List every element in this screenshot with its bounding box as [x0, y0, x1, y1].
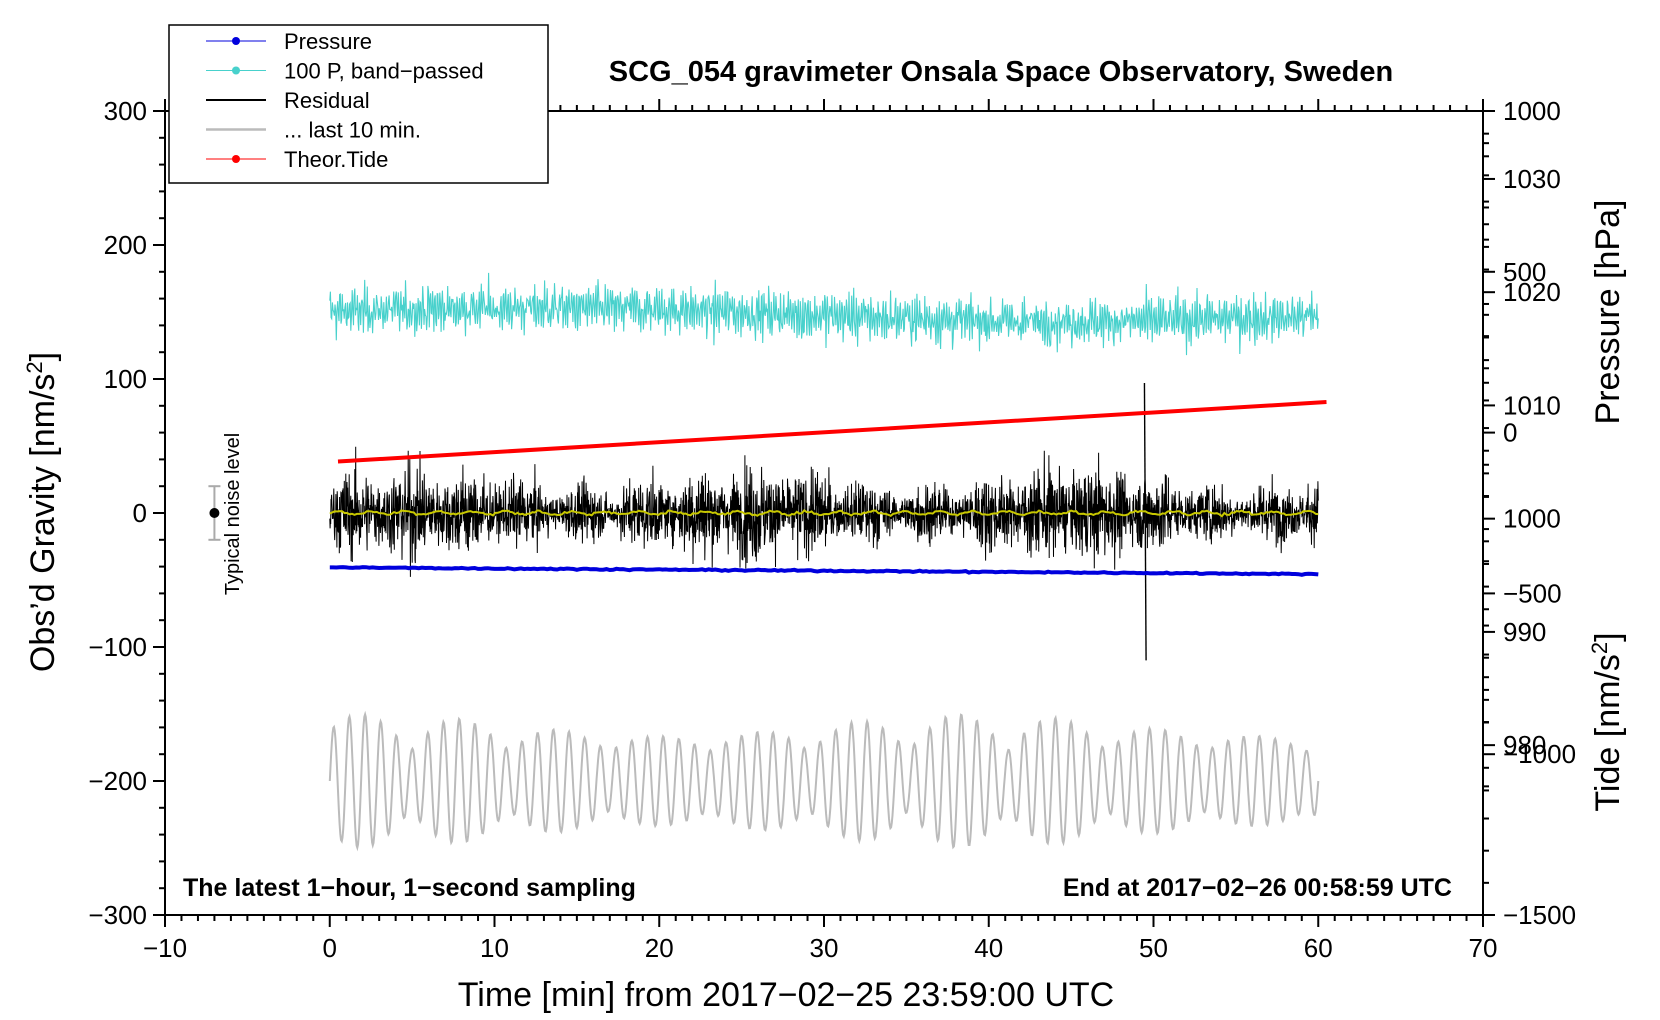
y-tick-label-gravity: 100 — [104, 364, 147, 394]
noise-bar-dot — [209, 508, 220, 518]
residual-spike — [1143, 383, 1147, 661]
y-axis-label-tide: Tide [nm/s2] — [1587, 632, 1628, 811]
axes: −10 0 10 20 30 40 50 60 70−300−200−1000100200300… — [88, 96, 1576, 963]
y-tick-label-tide: 0 — [1503, 418, 1517, 448]
y-axis-label-gravity: Obs’d Gravity [nm/s2] — [22, 352, 63, 672]
y-tick-label-pressure: 1010 — [1503, 390, 1561, 420]
y-tick-label-pressure: 1020 — [1503, 277, 1561, 307]
x-axis-label: Time [min] from 2017−02−25 23:59:00 UTC — [458, 976, 1114, 1014]
x-tick-label: 0 — [323, 933, 337, 963]
legend-item: 100 P, band−passed — [206, 59, 484, 84]
x-tick-label: 50 — [1139, 933, 1168, 963]
legend: Pressure 100 P, band−passed Residual ... la… — [168, 24, 549, 184]
annotation-bottom-right: End at 2017−02−26 00:58:59 UTC — [1063, 874, 1452, 902]
x-tick-label: 30 — [810, 933, 839, 963]
x-tick-label: 10 — [480, 933, 509, 963]
y-tick-label-pressure: 980 — [1503, 730, 1546, 760]
legend-item: ... last 10 min. — [206, 118, 421, 143]
series-band-passed-line — [329, 272, 1319, 356]
x-tick-label: −10 — [143, 933, 187, 963]
y-axis-label-pressure: Pressure [hPa] — [1589, 200, 1627, 425]
y-tick-label-gravity: −100 — [88, 632, 147, 662]
data-marks — [208, 272, 1327, 852]
y-tick-label-tide: 1000 — [1503, 96, 1561, 126]
x-tick-label: 40 — [974, 933, 1003, 963]
legend-swatch-dot — [232, 155, 240, 163]
y-tick-label-gravity: 300 — [104, 96, 147, 126]
legend-swatch-dot — [232, 66, 240, 75]
legend-box — [168, 24, 549, 184]
legend-item: Pressure — [206, 29, 372, 54]
annotation-bottom-left: The latest 1−hour, 1−second sampling — [183, 874, 636, 902]
legend-label: 100 P, band−passed — [284, 59, 484, 84]
y-tick-label-pressure: 1000 — [1503, 504, 1561, 534]
x-tick-label: 20 — [645, 933, 674, 963]
noise-level-bar — [208, 485, 221, 541]
y-tick-label-gravity: −300 — [88, 900, 147, 930]
x-tick-label: 70 — [1469, 933, 1498, 963]
series-last-10-min-line — [328, 710, 1320, 852]
y-tick-label-pressure: 990 — [1503, 617, 1546, 647]
y-tick-label-tide: −500 — [1503, 578, 1562, 608]
chart-title: SCG_054 gravimeter Onsala Space Observat… — [609, 56, 1393, 88]
y-tick-label-gravity: 0 — [133, 498, 147, 528]
legend-item: Theor.Tide — [206, 147, 388, 172]
y-tick-label-tide: −1500 — [1503, 900, 1576, 930]
series-yellow-line — [329, 509, 1319, 518]
y-tick-label-gravity: −200 — [88, 766, 147, 796]
legend-item: Residual — [206, 88, 370, 113]
legend-label: Theor.Tide — [284, 147, 388, 172]
y-tick-label-tide: 500 — [1503, 257, 1546, 287]
legend-label: ... last 10 min. — [284, 118, 421, 143]
legend-swatch-dot — [232, 37, 240, 45]
legend-label: Residual — [284, 88, 370, 113]
y-tick-label-tide: −1000 — [1503, 739, 1576, 769]
y-tick-label-gravity: 200 — [104, 230, 147, 260]
x-tick-label: 60 — [1304, 933, 1333, 963]
legend-label: Pressure — [284, 29, 372, 54]
noise-level-label: Typical noise level — [222, 433, 244, 595]
series-pressure-line — [329, 565, 1319, 577]
series-theor-tide-line — [337, 400, 1327, 464]
y-tick-label-pressure: 1030 — [1503, 164, 1561, 194]
series-residual-line — [329, 446, 1319, 577]
